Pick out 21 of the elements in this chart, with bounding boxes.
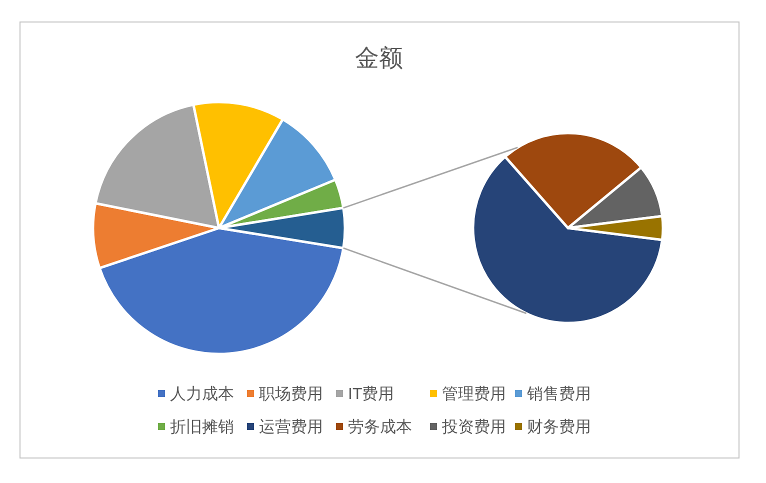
legend-label: 折旧摊销 — [170, 418, 234, 436]
legend-item: 折旧摊销 — [158, 419, 234, 436]
legend-label: 人力成本 — [170, 385, 234, 403]
legend-item: 劳务成本 — [336, 419, 412, 436]
legend-item: 管理费用 — [430, 386, 506, 403]
legend-label: 运营费用 — [259, 418, 323, 436]
legend-label: 职场费用 — [259, 385, 323, 403]
legend-label: 投资费用 — [441, 418, 506, 436]
legend-item: 运营费用 — [247, 419, 323, 436]
legend-item: 销售费用 — [515, 386, 591, 403]
chart-title: 金额 — [355, 45, 403, 72]
legend-item: 财务费用 — [515, 419, 591, 436]
legend-item: 投资费用 — [430, 419, 506, 436]
legend-item: IT费用 — [336, 386, 394, 403]
legend-item: 人力成本 — [158, 386, 234, 403]
legend-label: 财务费用 — [527, 418, 591, 436]
legend-label: IT费用 — [348, 385, 394, 403]
legend-label: 管理费用 — [442, 385, 506, 403]
legend-label: 劳务成本 — [348, 418, 412, 436]
legend-item: 职场费用 — [247, 386, 323, 403]
legend-label: 销售费用 — [526, 385, 591, 403]
